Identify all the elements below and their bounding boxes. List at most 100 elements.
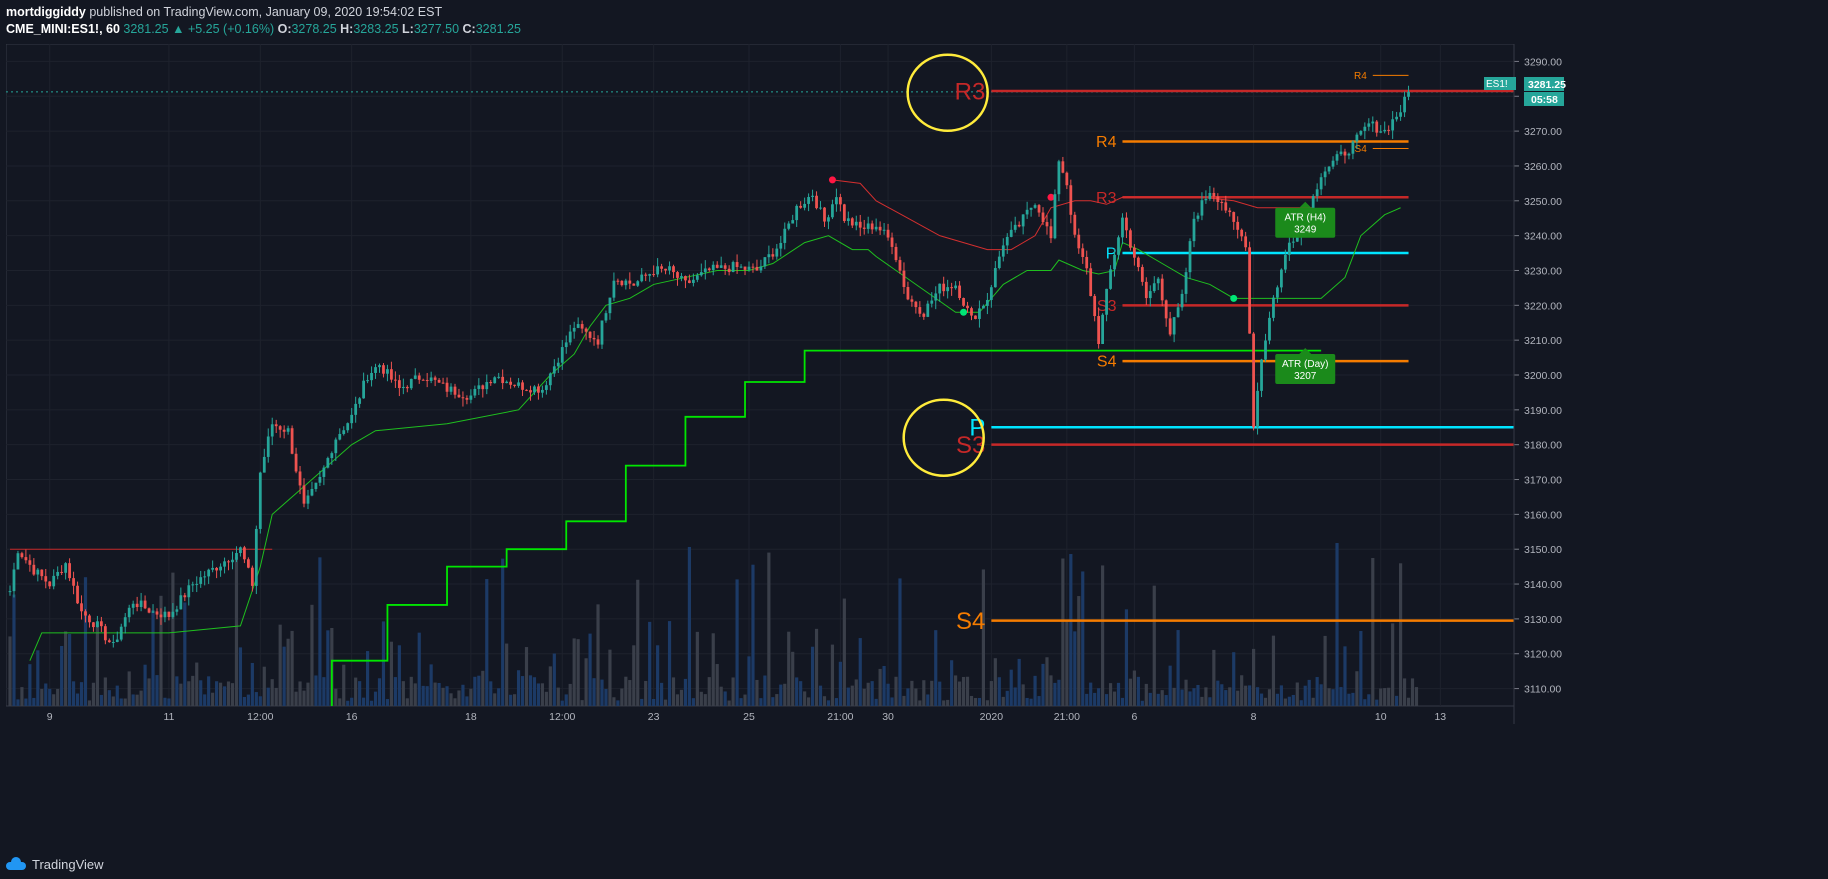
candle-body xyxy=(1260,359,1263,391)
pivot-label: S4 xyxy=(956,608,985,635)
volume-bar xyxy=(44,683,48,706)
volume-bar xyxy=(524,647,529,706)
candle-body xyxy=(1045,222,1049,227)
candle-body xyxy=(592,337,596,340)
atr-label-pointer xyxy=(1299,201,1312,208)
candle-body xyxy=(890,237,894,247)
candle-body xyxy=(1371,121,1375,124)
candle-body xyxy=(243,547,246,560)
volume-bar xyxy=(1156,693,1160,706)
candle-body xyxy=(231,559,234,563)
volume-bar xyxy=(1017,658,1021,706)
volume-bar xyxy=(338,698,342,706)
candle-body xyxy=(187,585,191,598)
candle-body xyxy=(902,270,906,288)
candle-body xyxy=(560,347,564,363)
volume-bar xyxy=(715,664,719,706)
candle-body xyxy=(115,639,119,643)
volume-bar xyxy=(1065,621,1069,706)
volume-bar xyxy=(393,677,397,706)
candle-body xyxy=(32,564,36,575)
candle-body xyxy=(827,217,830,222)
volume-bar xyxy=(616,700,620,706)
y-tick-label: 3210.00 xyxy=(1524,335,1562,347)
volume-bar xyxy=(989,681,993,706)
volume-bar xyxy=(449,693,453,706)
time-axis[interactable]: 9 11 12:00 16 18 12:00 23 25 21:00 30 2020 21:00 6 8 1… xyxy=(47,711,1447,723)
candle-body xyxy=(16,553,20,570)
candle-body xyxy=(306,495,310,504)
open-value: 3278.25 xyxy=(291,22,337,36)
volume-bar xyxy=(667,621,672,706)
y-tick-label: 3190.00 xyxy=(1524,405,1562,417)
candle-body xyxy=(1077,234,1081,249)
candle-body xyxy=(950,287,954,289)
volume-bar xyxy=(87,700,92,706)
atr-label-pointer xyxy=(1299,348,1312,355)
candle-body xyxy=(576,324,580,328)
low-value: 3277.50 xyxy=(413,22,460,36)
candle-body xyxy=(914,301,918,308)
volume-bar xyxy=(973,698,978,706)
author-name[interactable]: mortdiggiddy xyxy=(6,5,86,19)
candle-body xyxy=(1363,126,1367,131)
candle-body xyxy=(386,369,389,374)
high-label: H: xyxy=(340,22,354,36)
price-axis[interactable]: 3110.00 3120.00 3130.00 3140.00 3150.00 3160.… xyxy=(1513,44,1562,724)
candle-body xyxy=(779,242,783,249)
volume-bar xyxy=(1275,693,1280,706)
candle-body xyxy=(437,379,441,383)
volume-bar xyxy=(1140,700,1144,706)
candle-body xyxy=(227,561,230,563)
candle-body xyxy=(235,553,238,560)
price-tags: ES1! 3281.25 05:58 xyxy=(1484,77,1566,106)
candle-body xyxy=(958,285,961,299)
candle-body xyxy=(870,223,874,230)
candle-body xyxy=(147,608,151,613)
candle-body xyxy=(215,567,218,571)
volume-bar xyxy=(1021,684,1025,706)
candle-body xyxy=(739,266,743,268)
low-label: L: xyxy=(402,22,414,36)
symbol-label[interactable]: CME_MINI:ES1!, 60 xyxy=(6,22,120,36)
candle-body xyxy=(1164,300,1168,319)
volume-bar xyxy=(993,658,997,706)
volume-bar xyxy=(1120,697,1125,706)
candle-body xyxy=(767,254,771,258)
atr-h4-line xyxy=(29,207,1401,661)
volume-bar xyxy=(465,696,469,706)
candle-body xyxy=(1268,317,1271,341)
volume-bar xyxy=(564,694,568,706)
footer[interactable]: TradingView xyxy=(6,852,104,876)
volume-bar xyxy=(1184,679,1188,706)
candle-body xyxy=(1335,154,1339,161)
volume-bar xyxy=(1164,695,1168,706)
candle-body xyxy=(1196,215,1200,219)
volume-bar xyxy=(512,694,517,706)
volume-bar xyxy=(1152,585,1156,706)
volume-bar xyxy=(123,698,127,706)
volume-bar xyxy=(826,700,831,706)
candle-body xyxy=(898,260,902,271)
volume-bar xyxy=(636,579,640,706)
candle-body xyxy=(294,453,298,472)
x-tick-label: 30 xyxy=(882,711,894,723)
volume-bar xyxy=(580,700,584,706)
candle-body xyxy=(1152,283,1156,292)
candle-body xyxy=(223,561,226,567)
volume-bar xyxy=(858,638,862,706)
volume-bar xyxy=(719,686,723,706)
volume-bar xyxy=(334,688,338,706)
volume-bar xyxy=(143,664,147,706)
candle-body xyxy=(111,642,115,644)
volume-bar xyxy=(8,636,12,706)
candle-body xyxy=(250,567,254,586)
volume-bar xyxy=(771,697,775,706)
candle-body xyxy=(1049,226,1053,239)
volume-bar xyxy=(1307,679,1311,706)
volume-bar xyxy=(1192,688,1196,706)
volume-bar xyxy=(1204,687,1208,706)
candle-body xyxy=(568,331,572,343)
